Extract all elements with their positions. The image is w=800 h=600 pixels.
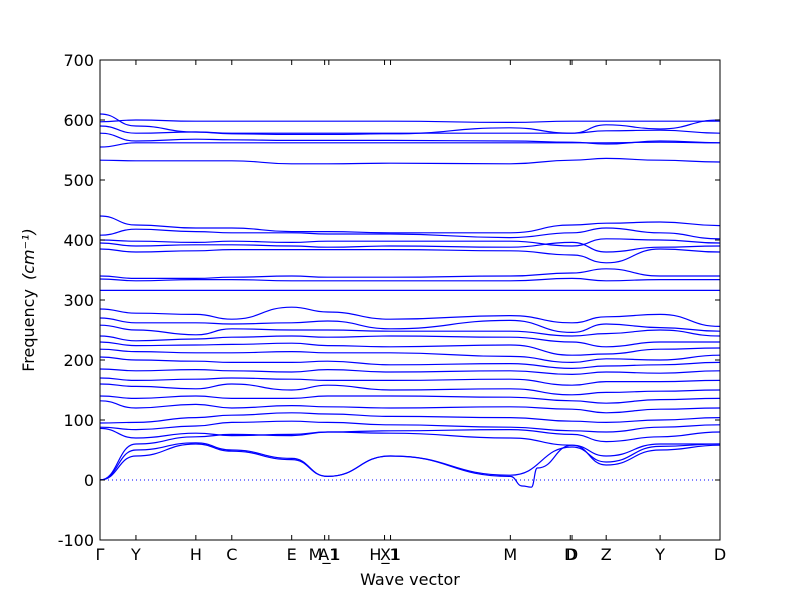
branch-25 [100,395,720,404]
x-tick-label: C [226,545,237,564]
x-tick-label: E [287,545,297,564]
y-tick-label: -100 [58,531,94,550]
x-tick-label: D [714,545,726,564]
branch-26 [100,400,720,414]
branch-15 [100,306,720,327]
y-tick-label: 500 [63,171,94,190]
x-tick-label: M_1 [309,545,341,565]
x-axis-label: Wave vector [360,570,460,589]
x-tick-label: M [503,545,517,564]
branch-11 [100,248,720,264]
branch-20 [100,348,720,364]
x-tick-label: Y [654,545,665,564]
x-tick-label: Y [130,545,141,564]
y-tick-label: 300 [63,291,94,310]
branch-24 [100,383,720,396]
branch-8 [100,227,720,240]
y-axis-label-unit: (cm⁻¹) [19,228,38,280]
x-tick-label: Z [601,545,612,564]
branch-13 [100,277,720,282]
branch-18 [100,335,720,348]
branch-22 [100,368,720,376]
branch-30 [100,431,720,481]
plot-area [99,59,721,541]
branch-23 [100,377,720,386]
branch-3 [100,125,720,134]
branch-5 [100,141,720,148]
x-tick-label: A1 [318,545,339,564]
y-tick-label: 200 [63,351,94,370]
y-tick-label: 100 [63,411,94,430]
x-tick-label: H_1 [369,545,399,565]
branch-1 [100,119,720,124]
x-axis: Γ Y H C E M_1A1 H_1X1 M DD Z Y D [96,60,726,565]
branch-21 [100,356,720,370]
y-axis-label-text: Frequency [19,289,38,372]
y-tick-label: 400 [63,231,94,250]
branch-16 [100,317,720,334]
x-tick-label: H [190,545,202,564]
branch-7 [100,215,720,234]
branch-9 [100,238,720,247]
branch-27 [100,412,720,424]
y-tick-label: 0 [84,471,94,490]
dispersion-branches [100,113,720,488]
y-tick-label: 700 [63,51,94,70]
branch-10 [100,241,720,253]
branch-29 [100,427,720,443]
branch-19 [100,341,720,356]
x-tick-label: X1 [380,545,401,564]
branch-17 [100,324,720,337]
x-tick-label: D [564,545,576,564]
y-axis: -100 0 100 200 300 400 500 600 700 [58,51,720,550]
branch-4 [100,132,720,145]
branch-28 [100,420,720,433]
branch-12 [100,268,720,279]
branch-6 [100,157,720,165]
x-tick-label: Γ [96,545,105,564]
y-axis-label: Frequency (cm⁻¹) [19,228,38,371]
x-tick-label: D [566,545,578,564]
y-tick-label: 600 [63,111,94,130]
branch-32 [100,443,720,488]
